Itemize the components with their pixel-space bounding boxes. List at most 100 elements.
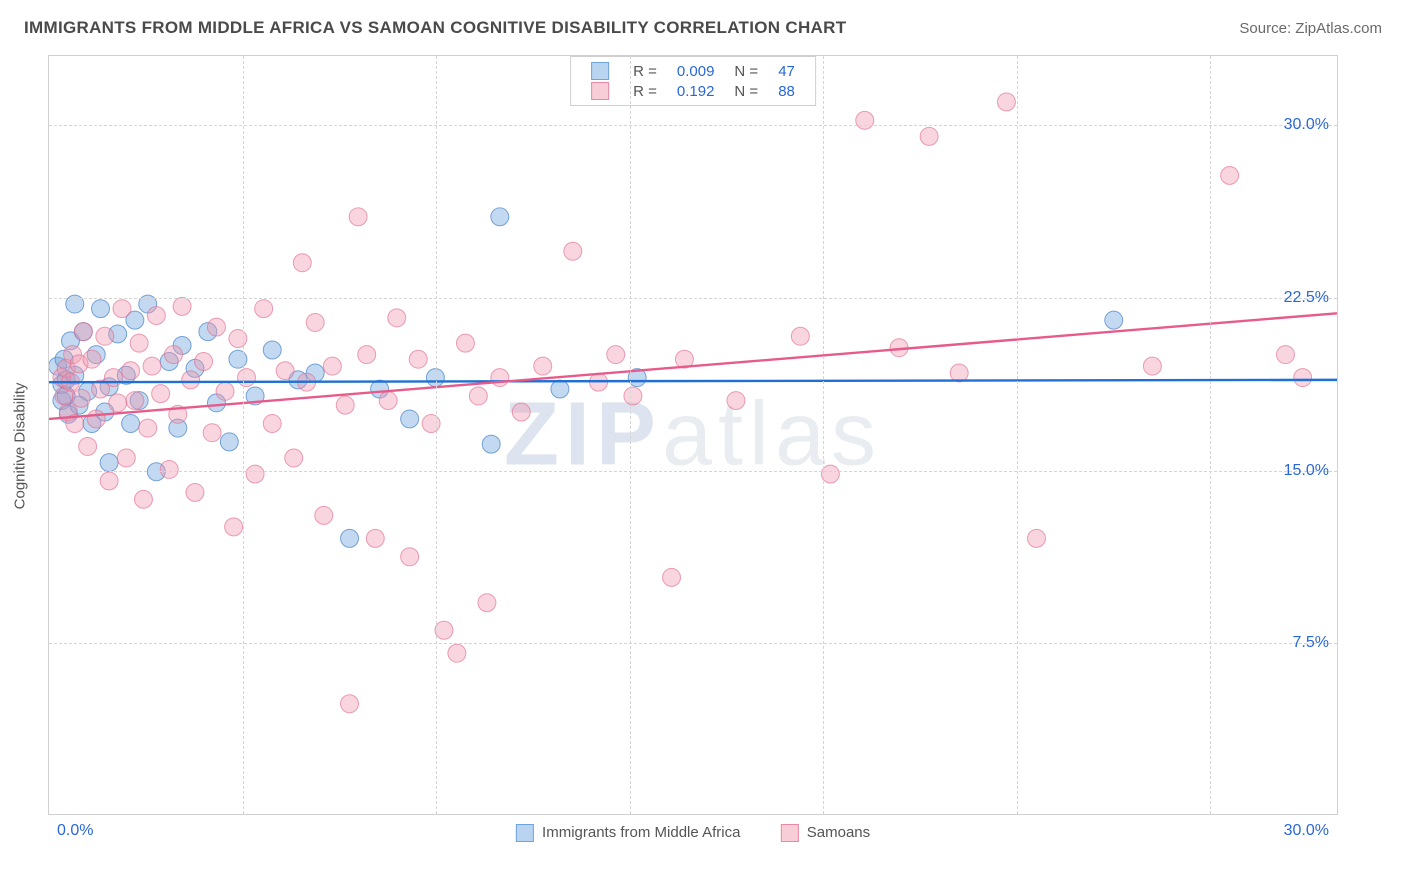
data-point [358, 346, 376, 364]
data-point [165, 346, 183, 364]
gridline-v [1017, 56, 1018, 814]
data-point [117, 449, 135, 467]
legend-row-series-0: R = 0.009 N = 47 [581, 61, 805, 81]
data-point [512, 403, 530, 421]
data-point [349, 208, 367, 226]
swatch-series-1 [591, 82, 609, 100]
data-point [1294, 369, 1312, 387]
data-point [950, 364, 968, 382]
data-point [727, 392, 745, 410]
data-point [173, 297, 191, 315]
y-tick-label: 15.0% [1284, 462, 1329, 480]
data-point [195, 353, 213, 371]
legend-row-series-1: R = 0.192 N = 88 [581, 81, 805, 101]
gridline-v [436, 56, 437, 814]
correlation-legend: R = 0.009 N = 47 R = 0.192 N = 88 [570, 56, 816, 106]
data-point [997, 93, 1015, 111]
data-point [315, 506, 333, 524]
y-tick-label: 7.5% [1293, 634, 1329, 652]
swatch-series-1-bottom [781, 824, 799, 842]
x-axis-min-label: 0.0% [57, 822, 93, 840]
data-point [238, 369, 256, 387]
data-point [1221, 166, 1239, 184]
data-point [306, 313, 324, 331]
data-point [229, 330, 247, 348]
data-point [435, 621, 453, 639]
data-point [534, 357, 552, 375]
data-point [366, 529, 384, 547]
chart-area: ZIPatlas R = 0.009 N = 47 R = 0.192 N = … [48, 55, 1338, 815]
data-point [791, 327, 809, 345]
y-axis-label: Cognitive Disability [12, 383, 29, 510]
data-point [100, 472, 118, 490]
data-point [1105, 311, 1123, 329]
data-point [122, 415, 140, 433]
data-point [263, 341, 281, 359]
data-point [160, 460, 178, 478]
gridline-v [243, 56, 244, 814]
data-point [139, 419, 157, 437]
data-point [225, 518, 243, 536]
data-point [255, 300, 273, 318]
data-point [821, 465, 839, 483]
gridline-v [823, 56, 824, 814]
data-point [422, 415, 440, 433]
gridline-v [630, 56, 631, 814]
data-point [87, 410, 105, 428]
y-tick-label: 22.5% [1284, 289, 1329, 307]
data-point [1143, 357, 1161, 375]
data-point [79, 438, 97, 456]
data-point [126, 392, 144, 410]
data-point [482, 435, 500, 453]
x-axis-max-label: 30.0% [1284, 822, 1329, 840]
data-point [220, 433, 238, 451]
data-point [1276, 346, 1294, 364]
data-point [229, 350, 247, 368]
gridline-v [1210, 56, 1211, 814]
data-point [83, 350, 101, 368]
data-point [401, 548, 419, 566]
y-tick-label: 30.0% [1284, 116, 1329, 134]
data-point [491, 369, 509, 387]
data-point [96, 327, 114, 345]
data-point [564, 242, 582, 260]
data-point [186, 483, 204, 501]
data-point [152, 385, 170, 403]
data-point [920, 127, 938, 145]
data-point [323, 357, 341, 375]
data-point [1027, 529, 1045, 547]
data-point [478, 594, 496, 612]
data-point [216, 382, 234, 400]
data-point [341, 695, 359, 713]
data-point [448, 644, 466, 662]
data-point [276, 362, 294, 380]
series-legend: Immigrants from Middle Africa Samoans [498, 824, 888, 842]
source-attribution: Source: ZipAtlas.com [1239, 20, 1382, 37]
data-point [109, 394, 127, 412]
data-point [336, 396, 354, 414]
data-point [491, 208, 509, 226]
data-point [856, 111, 874, 129]
data-point [285, 449, 303, 467]
data-point [134, 490, 152, 508]
data-point [263, 415, 281, 433]
data-point [456, 334, 474, 352]
data-point [143, 357, 161, 375]
data-point [624, 387, 642, 405]
data-point [551, 380, 569, 398]
data-point [122, 362, 140, 380]
data-point [341, 529, 359, 547]
data-point [293, 254, 311, 272]
data-point [104, 369, 122, 387]
data-point [72, 389, 90, 407]
data-point [469, 387, 487, 405]
data-point [663, 568, 681, 586]
swatch-series-0 [591, 62, 609, 80]
swatch-series-0-bottom [516, 824, 534, 842]
data-point [74, 323, 92, 341]
data-point [207, 318, 225, 336]
data-point [388, 309, 406, 327]
chart-title: IMMIGRANTS FROM MIDDLE AFRICA VS SAMOAN … [24, 18, 846, 38]
data-point [607, 346, 625, 364]
data-point [147, 307, 165, 325]
